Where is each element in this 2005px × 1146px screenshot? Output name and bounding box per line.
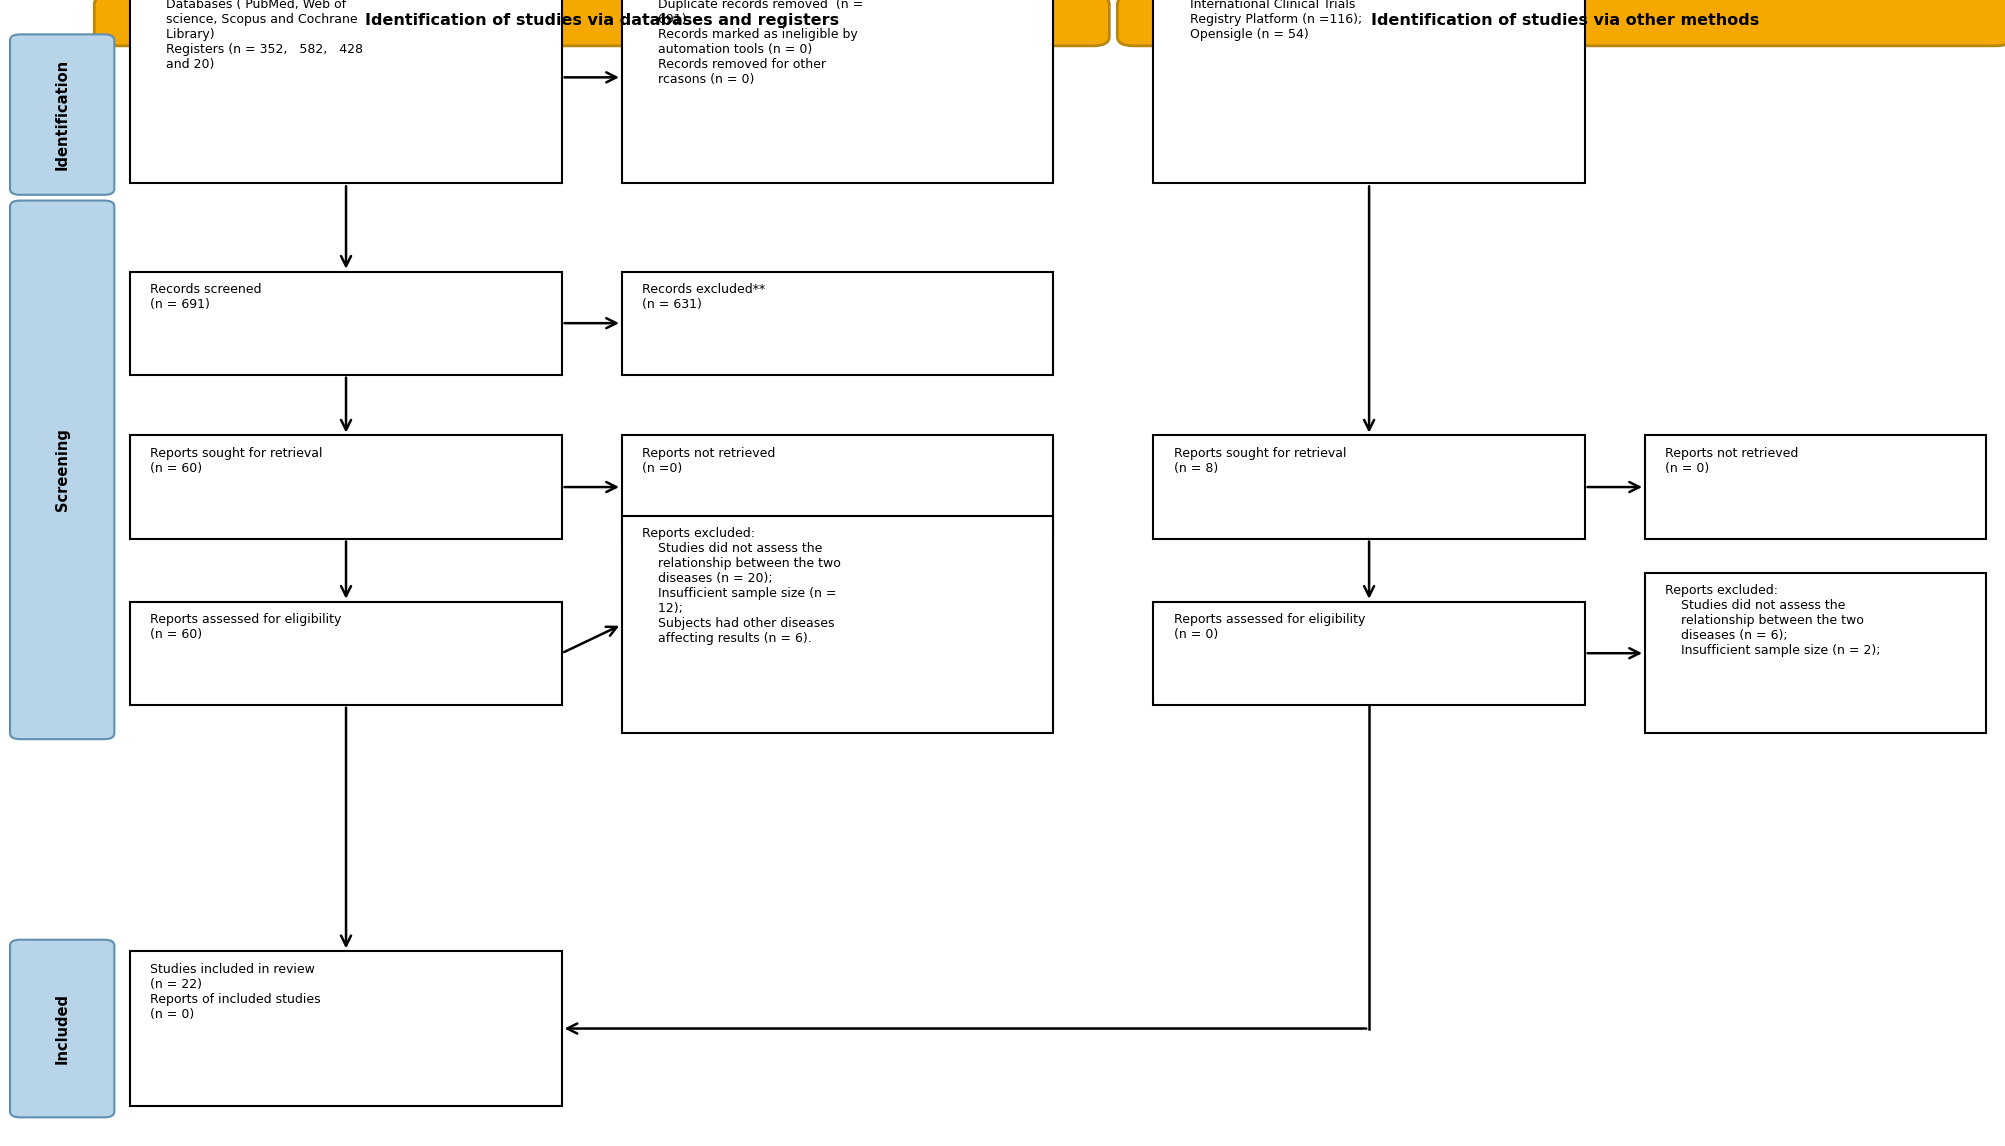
FancyBboxPatch shape bbox=[130, 435, 561, 539]
FancyBboxPatch shape bbox=[94, 0, 1109, 46]
Text: Included: Included bbox=[54, 994, 70, 1063]
Text: Reports assessed for eligibility
(n = 0): Reports assessed for eligibility (n = 0) bbox=[1173, 613, 1363, 641]
Text: Records excluded**
(n = 631): Records excluded** (n = 631) bbox=[642, 283, 764, 311]
FancyBboxPatch shape bbox=[10, 201, 114, 739]
Text: Reports excluded:
    Studies did not assess the
    relationship between the tw: Reports excluded: Studies did not assess… bbox=[1664, 584, 1879, 658]
FancyBboxPatch shape bbox=[130, 272, 561, 375]
FancyBboxPatch shape bbox=[1153, 435, 1584, 539]
Text: Records identified from:
    International Clinical Trials
    Registry Platform: Records identified from: International C… bbox=[1173, 0, 1361, 41]
FancyBboxPatch shape bbox=[1117, 0, 2005, 46]
Text: Records identified from*:
    Databases ( PubMed, Web of
    science, Scopus and: Records identified from*: Databases ( Pu… bbox=[150, 0, 363, 71]
FancyBboxPatch shape bbox=[622, 516, 1053, 733]
FancyBboxPatch shape bbox=[10, 940, 114, 1117]
Text: Reports sought for retrieval
(n = 60): Reports sought for retrieval (n = 60) bbox=[150, 447, 323, 474]
FancyBboxPatch shape bbox=[1644, 573, 1985, 733]
Text: Records removed before screening:
    Duplicate records removed  (n =
    691)
 : Records removed before screening: Duplic… bbox=[642, 0, 864, 86]
Text: Identification of studies via other methods: Identification of studies via other meth… bbox=[1369, 13, 1758, 29]
FancyBboxPatch shape bbox=[1153, 0, 1584, 183]
Text: Reports not retrieved
(n =0): Reports not retrieved (n =0) bbox=[642, 447, 774, 474]
Text: Reports not retrieved
(n = 0): Reports not retrieved (n = 0) bbox=[1664, 447, 1796, 474]
Text: Reports sought for retrieval
(n = 8): Reports sought for retrieval (n = 8) bbox=[1173, 447, 1345, 474]
FancyBboxPatch shape bbox=[622, 272, 1053, 375]
Text: Reports assessed for eligibility
(n = 60): Reports assessed for eligibility (n = 60… bbox=[150, 613, 341, 641]
FancyBboxPatch shape bbox=[130, 0, 561, 183]
FancyBboxPatch shape bbox=[622, 0, 1053, 183]
FancyBboxPatch shape bbox=[1644, 435, 1985, 539]
Text: Reports excluded:
    Studies did not assess the
    relationship between the tw: Reports excluded: Studies did not assess… bbox=[642, 527, 840, 645]
FancyBboxPatch shape bbox=[622, 435, 1053, 539]
Text: Identification: Identification bbox=[54, 60, 70, 170]
FancyBboxPatch shape bbox=[10, 34, 114, 195]
Text: Screening: Screening bbox=[54, 429, 70, 511]
FancyBboxPatch shape bbox=[130, 951, 561, 1106]
Text: Studies included in review
(n = 22)
Reports of included studies
(n = 0): Studies included in review (n = 22) Repo… bbox=[150, 963, 321, 1021]
FancyBboxPatch shape bbox=[1153, 602, 1584, 705]
Text: Records screened
(n = 691): Records screened (n = 691) bbox=[150, 283, 263, 311]
FancyBboxPatch shape bbox=[130, 602, 561, 705]
Text: Identification of studies via databases and registers: Identification of studies via databases … bbox=[365, 13, 838, 29]
